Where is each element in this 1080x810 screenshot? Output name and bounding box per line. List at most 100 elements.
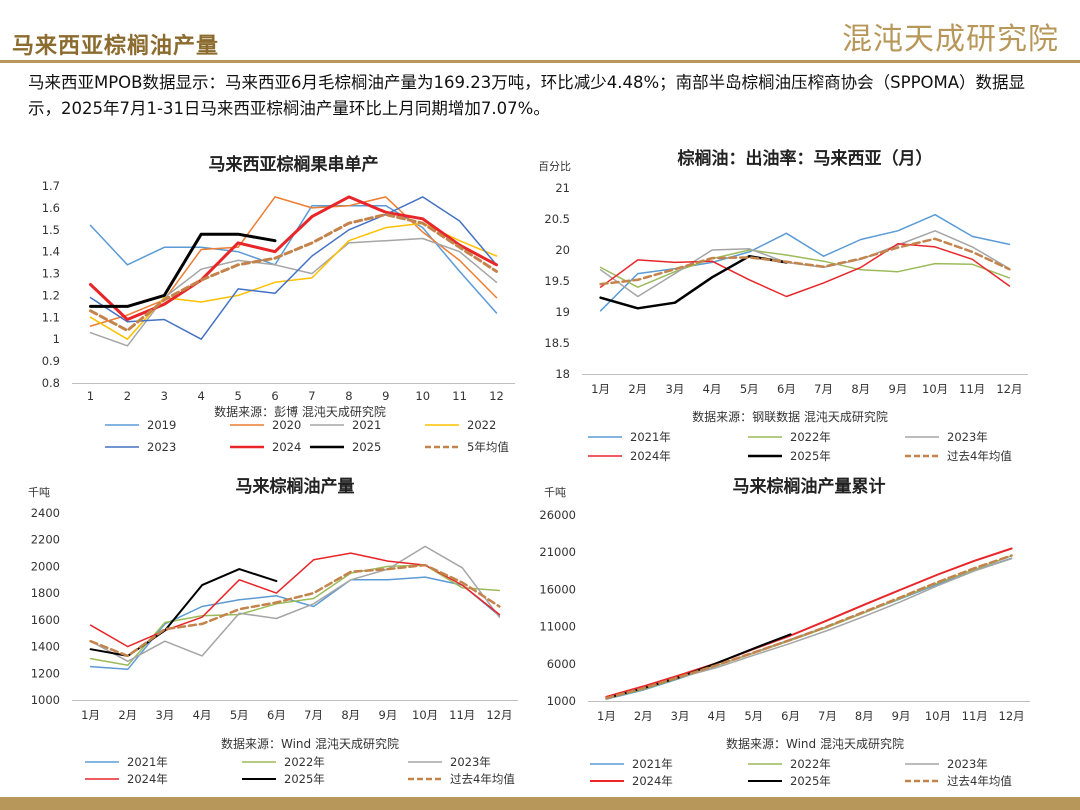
x-tick-label: 7月 [814, 382, 833, 396]
y-tick-label: 20 [555, 243, 570, 257]
chart-title: 马来棕榈油产量 [236, 476, 355, 497]
x-tick-label: 8月 [341, 708, 360, 722]
data-source-label: 数据来源：钢联数据 混沌天成研究院 [692, 409, 888, 424]
legend-label: 2022年 [790, 757, 831, 771]
x-tick-label: 6月 [267, 708, 286, 722]
chart-production: 马来棕榈油产量 千吨 1000 1200 1400 1600 1800 2000 2200 240… [20, 465, 540, 795]
x-tick-label: 10月 [922, 382, 948, 396]
x-tick-label: 2月 [118, 708, 137, 722]
legend-label: 2025年 [790, 774, 831, 788]
logo-text: 混沌天成研究院 [842, 22, 1059, 57]
legend-label: 2024年 [632, 774, 673, 788]
chart-title: 马来棕榈油产量累计 [733, 476, 886, 497]
y-tick-label: 1.3 [42, 267, 60, 281]
header-divider [0, 60, 1080, 63]
x-tick-label: 7月 [304, 708, 323, 722]
x-tick-label: 11月 [449, 708, 475, 722]
x-tick-label: 2月 [628, 382, 647, 396]
x-tick-label: 4月 [708, 709, 727, 723]
y-tick-label: 18.5 [544, 336, 570, 350]
legend-label: 2025年 [284, 772, 325, 786]
series-line [89, 213, 498, 332]
x-tick-label: 9月 [892, 709, 911, 723]
series-line [89, 545, 501, 663]
summary-text: 马来西亚MPOB数据显示：马来西亚6月毛棕榈油产量为169.23万吨，环比减少4… [28, 73, 1026, 118]
y-tick-label: 18 [555, 367, 570, 381]
x-tick-label: 11月 [962, 709, 988, 723]
x-tick-label: 7 [308, 389, 315, 403]
series-line [89, 563, 501, 658]
y-tick-label: 1800 [31, 586, 60, 600]
legend-label: 过去4年均值 [947, 449, 1012, 463]
x-tick-label: 9月 [379, 708, 398, 722]
chart-ffb-yield: 马来西亚棕榈果串单产 0.8 0.9 1 1.1 1.2 1.3 1.4 1.5 1.6 1.7 1 2… [20, 138, 540, 463]
x-tick-label: 4月 [703, 382, 722, 396]
x-tick-label: 12 [489, 389, 504, 403]
y-tick-label: 19 [555, 305, 570, 319]
company-logo: 混沌天成研究院 [842, 8, 1062, 57]
chart-title: 棕榈油：出油率：马来西亚（月） [678, 148, 933, 169]
chart-svg: 马来棕榈油产量累计 千吨 1000 6000 11000 16000 21000 26000 1… [540, 476, 1030, 788]
legend-label: 2022年 [284, 755, 325, 769]
y-tick-label: 21 [555, 181, 570, 195]
x-tick-label: 9 [382, 389, 389, 403]
legend-label: 2021年 [630, 430, 671, 444]
y-tick-label: 1000 [547, 694, 576, 708]
x-tick-label: 8 [345, 389, 352, 403]
series-line [89, 196, 498, 340]
y-tick-label: 1.6 [42, 201, 60, 215]
x-tick-label: 8月 [855, 709, 874, 723]
y-tick-label: 0.9 [42, 354, 60, 368]
series-line [89, 576, 501, 671]
y-tick-label: 2200 [31, 533, 60, 547]
legend-label: 过去4年均值 [947, 774, 1012, 788]
legend-label: 2022 [467, 418, 496, 432]
y-tick-label: 1.1 [42, 310, 60, 324]
series-line [599, 213, 1011, 312]
x-tick-label: 8月 [851, 382, 870, 396]
data-source-label: 数据来源：Wind 混沌天成研究院 [221, 736, 399, 751]
x-tick-label: 5月 [740, 382, 759, 396]
series-line [89, 237, 498, 347]
x-tick-label: 4 [198, 389, 205, 403]
x-tick-label: 2月 [634, 709, 653, 723]
y-tick-label: 2400 [31, 506, 60, 520]
legend-label: 2023 [147, 440, 176, 454]
y-tick-label: 1 [53, 332, 60, 346]
x-tick-label: 6月 [781, 709, 800, 723]
legend-label: 2020 [272, 418, 301, 432]
x-tick-label: 1 [87, 389, 94, 403]
y-tick-label: 0.8 [42, 376, 60, 390]
chart-cumulative: 马来棕榈油产量累计 千吨 1000 6000 11000 16000 21000 26000 1… [540, 465, 1060, 795]
y-tick-label: 19.5 [544, 274, 570, 288]
page-title: 马来西亚棕榈油产量 [12, 33, 220, 59]
x-tick-label: 1月 [591, 382, 610, 396]
series-line [89, 196, 498, 327]
x-tick-label: 5 [234, 389, 241, 403]
data-source-label: 数据来源：彭博 混沌天成研究院 [214, 404, 386, 419]
x-tick-label: 6 [271, 389, 278, 403]
y-tick-label: 1.5 [42, 223, 60, 237]
y-tick-label: 1000 [31, 693, 60, 707]
x-tick-label: 2 [124, 389, 131, 403]
y-tick-label: 1.4 [42, 245, 60, 259]
series-line [599, 237, 1011, 286]
footer-bar [0, 797, 1080, 810]
legend-label: 2024年 [630, 449, 671, 463]
series-line [599, 249, 1011, 288]
x-tick-label: 5月 [230, 708, 249, 722]
chart-svg: 马来棕榈油产量 千吨 1000 1200 1400 1600 1800 2000 2200 240… [28, 476, 518, 786]
y-tick-label: 11000 [540, 620, 576, 634]
y-tick-label: 16000 [540, 582, 576, 596]
x-tick-label: 12月 [999, 709, 1025, 723]
y-tick-label: 26000 [540, 508, 576, 522]
legend-label: 2024 [272, 440, 301, 454]
series-line [605, 547, 1013, 698]
legend-label: 2025 [352, 440, 381, 454]
y-tick-label: 1.7 [42, 179, 60, 193]
y-tick-label: 21000 [540, 545, 576, 559]
legend-label: 2024年 [127, 772, 168, 786]
legend-label: 2025年 [790, 449, 831, 463]
legend-label: 2021年 [127, 755, 168, 769]
